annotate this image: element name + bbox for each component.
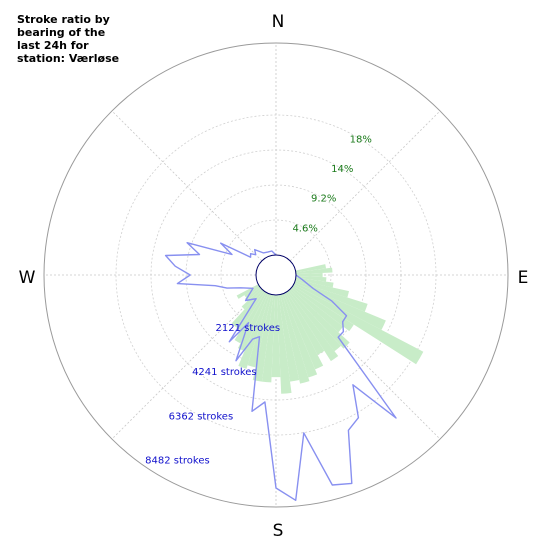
ratio-wedge [271, 294, 281, 378]
grid-spoke [289, 110, 441, 262]
chart-title: Stroke ratio by bearing of the last 24h … [17, 13, 120, 65]
direction-label-s: S [273, 521, 284, 541]
grid-spoke [111, 110, 263, 262]
ratio-wedge [289, 288, 350, 349]
ratio-wedge [285, 291, 325, 355]
ratio-wedge [286, 290, 339, 362]
direction-label-e: E [518, 268, 529, 288]
polar-grid [43, 42, 509, 508]
ratio-wedge [295, 264, 327, 273]
stroke-ring-label: 6362 strokes [169, 411, 234, 422]
ratio-ring-label: 9.2% [311, 194, 336, 205]
ratio-wedge [292, 284, 424, 365]
stroke-ring-label: 4241 strokes [192, 367, 257, 378]
direction-label-n: N [272, 12, 285, 32]
ratio-wedge [295, 277, 334, 288]
ratio-wedge [245, 287, 262, 302]
stroke-ring-label: 8482 strokes [145, 455, 210, 466]
ratio-wedge [261, 294, 276, 383]
ratio-wedge [290, 287, 344, 333]
ratio-wedge [234, 291, 267, 344]
ratio-wedge [291, 285, 354, 332]
grid-spoke [289, 288, 441, 440]
ratio-wedge [295, 272, 323, 278]
ratio-ring-label: 4.6% [292, 223, 317, 234]
compass-labels: N E S W [19, 12, 529, 541]
ratio-ring-label: 18% [350, 134, 372, 145]
ratio-wedge [283, 292, 324, 370]
ratio-wedge [280, 294, 310, 384]
direction-label-w: W [19, 268, 36, 288]
ratio-wedge [293, 282, 386, 330]
ratio-wedge [288, 289, 341, 352]
ratio-wedge [295, 275, 327, 282]
ratio-wedge [276, 294, 292, 394]
grid-ring [220, 219, 332, 331]
ratio-wedge [252, 294, 274, 382]
center-hole [255, 254, 297, 296]
ratio-wedge [278, 294, 300, 382]
outer-ring [43, 42, 509, 508]
ratio-wedge [247, 294, 272, 368]
grid-spoke [111, 288, 263, 440]
ratio-wedge [295, 267, 333, 275]
strokes-line [164, 241, 397, 501]
stroke-ring-label: 2121 strokes [216, 323, 281, 334]
strokes-series [164, 241, 397, 501]
ratio-wedge [237, 292, 269, 352]
ratio-wedge [282, 293, 318, 378]
ratio-ring-label: 14% [331, 164, 353, 175]
ratio-wedge [238, 293, 270, 369]
ring-labels: 4.6% 9.2% 14% 18% 2121 strokes 4241 strokes 63… [145, 134, 372, 466]
